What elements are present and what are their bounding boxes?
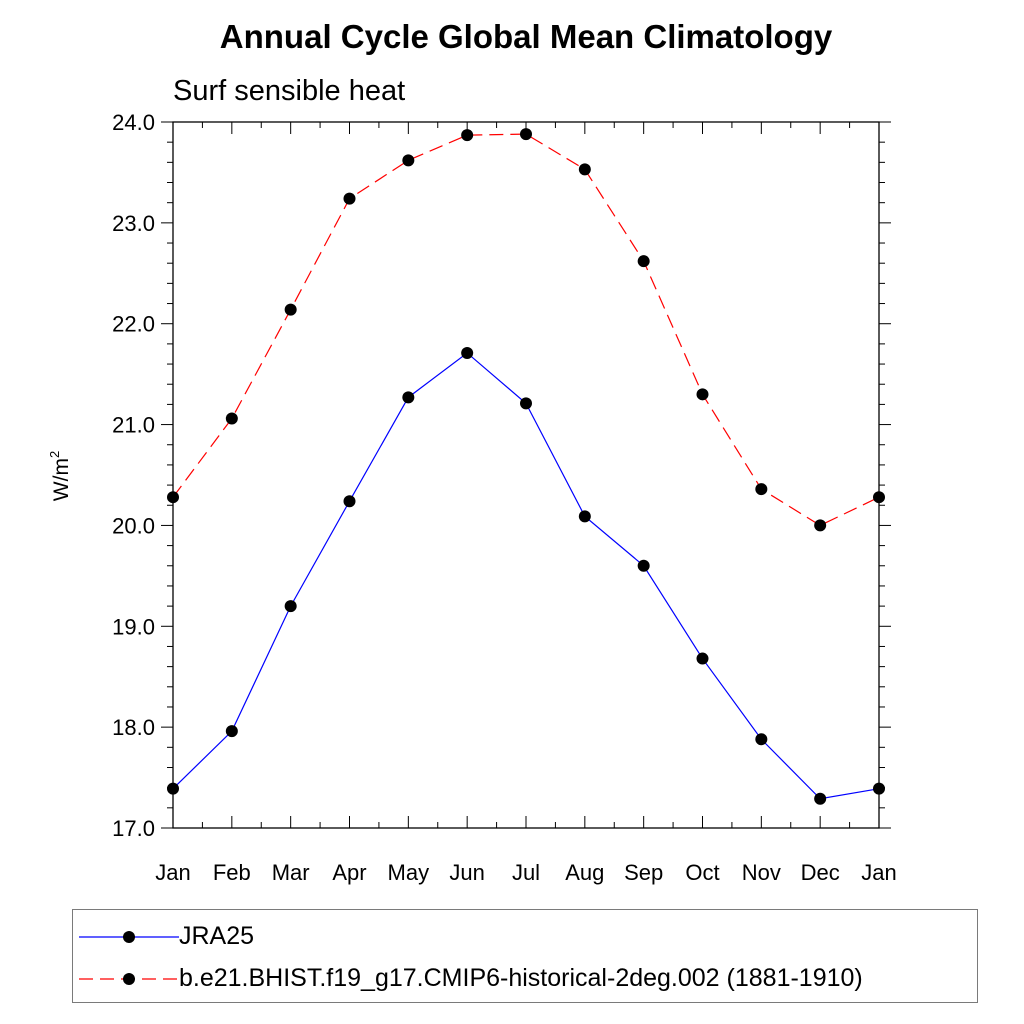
legend-entry-jra25: JRA25 — [73, 916, 977, 956]
data-point-series-1 — [225, 412, 238, 425]
data-point-series-0 — [755, 733, 768, 746]
y-tick-label: 18.0 — [112, 715, 155, 740]
x-tick-label: Apr — [332, 860, 366, 885]
x-tick-label: Feb — [213, 860, 251, 885]
series-lines — [172, 133, 880, 800]
y-axis-label: W/m2 — [47, 451, 73, 501]
x-tick-label: Nov — [742, 860, 781, 885]
data-point-series-0 — [343, 495, 356, 508]
legend-label-jra25: JRA25 — [179, 922, 255, 950]
axis-ticks: Jan Feb Mar Apr May Jun Jul Aug Sep Oct Nov Dec Jan1… — [112, 110, 897, 885]
y-tick-label: 20.0 — [112, 513, 155, 538]
data-point-series-1 — [343, 192, 356, 205]
y-tick-label: 21.0 — [112, 413, 155, 438]
series-line-1 — [172, 133, 880, 527]
data-point-series-0 — [520, 397, 532, 410]
data-point-series-0 — [814, 792, 827, 805]
legend-swatch-cmip6 — [79, 973, 179, 985]
chart-title: Annual Cycle Global Mean Climatology — [220, 18, 833, 55]
data-point-series-0 — [284, 600, 297, 613]
data-point-series-0 — [696, 652, 709, 665]
data-point-series-0 — [637, 559, 650, 572]
data-point-series-0 — [461, 346, 474, 359]
data-point-series-1 — [814, 519, 827, 532]
y-tick-label: 23.0 — [112, 211, 155, 236]
y-tick-label: 24.0 — [112, 110, 155, 135]
data-point-series-1 — [284, 303, 297, 316]
y-tick-label: 17.0 — [112, 816, 155, 841]
x-tick-label: Jul — [512, 860, 540, 885]
y-tick-label: 19.0 — [112, 614, 155, 639]
x-tick-label: Oct — [685, 860, 719, 885]
x-tick-label: Sep — [624, 860, 663, 885]
legend-label-cmip6: b.e21.BHIST.f19_g17.CMIP6-historical-2de… — [179, 964, 863, 992]
y-tick-label: 22.0 — [112, 312, 155, 337]
data-point-series-1 — [402, 154, 415, 167]
legend: JRA25 b.e21.BHIST.f19_g17.CMIP6-historic… — [72, 909, 978, 1003]
plot-frame — [172, 121, 880, 829]
x-tick-label: Jan — [861, 860, 896, 885]
x-tick-label: Aug — [565, 860, 604, 885]
x-tick-label: Mar — [272, 860, 310, 885]
data-point-series-1 — [461, 129, 474, 142]
y-axis-label-superscript: 2 — [47, 451, 62, 458]
x-tick-label: May — [388, 860, 430, 885]
data-point-series-0 — [225, 725, 238, 738]
data-point-series-1 — [696, 388, 709, 401]
data-point-series-0 — [873, 782, 885, 795]
data-point-series-1 — [578, 163, 591, 176]
y-axis-label-text: W/m — [50, 458, 73, 501]
data-point-series-0 — [167, 782, 179, 795]
x-tick-label: Jun — [449, 860, 484, 885]
data-point-series-1 — [520, 128, 532, 141]
series-markers — [167, 128, 885, 805]
chart-subtitle: Surf sensible heat — [173, 75, 405, 107]
data-point-series-0 — [402, 391, 415, 404]
legend-entry-cmip6: b.e21.BHIST.f19_g17.CMIP6-historical-2de… — [73, 958, 977, 998]
data-point-series-1 — [637, 255, 650, 268]
data-point-series-1 — [167, 491, 179, 504]
legend-swatch-jra25 — [79, 931, 179, 943]
series-line-0 — [172, 352, 880, 800]
data-point-series-0 — [578, 510, 591, 523]
data-point-series-1 — [755, 483, 768, 496]
data-point-series-1 — [873, 491, 885, 504]
x-tick-label: Dec — [801, 860, 840, 885]
x-tick-label: Jan — [155, 860, 190, 885]
